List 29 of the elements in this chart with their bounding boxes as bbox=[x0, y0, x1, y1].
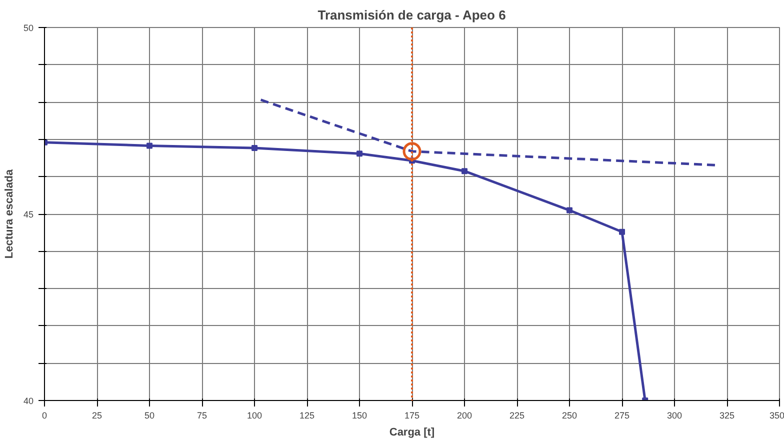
point bbox=[566, 207, 572, 214]
y-tick-label: 45 bbox=[23, 210, 34, 220]
x-tick-label: 150 bbox=[352, 410, 368, 420]
x-tick-label: 75 bbox=[196, 410, 208, 420]
x-tick-label: 50 bbox=[144, 410, 155, 420]
chart-title: Transmisión de carga - Apeo 6 bbox=[318, 8, 506, 22]
point bbox=[356, 150, 362, 157]
x-tick-label: 25 bbox=[92, 410, 102, 420]
y-tick-label: 50 bbox=[23, 23, 34, 33]
x-tick-label: 300 bbox=[666, 410, 682, 420]
x-tick-label: 275 bbox=[614, 410, 630, 420]
line-series bbox=[44, 139, 648, 400]
x-tick-label: 0 bbox=[42, 410, 48, 420]
x-tick-label: 175 bbox=[404, 410, 420, 420]
x-tick-label: 200 bbox=[456, 410, 472, 420]
point bbox=[146, 142, 152, 149]
point bbox=[252, 144, 258, 151]
x-tick-label: 325 bbox=[719, 410, 735, 420]
point bbox=[619, 228, 625, 235]
x-tick-label: 225 bbox=[509, 410, 525, 420]
point bbox=[462, 168, 468, 174]
x-axis-title: Carga [t] bbox=[389, 426, 435, 438]
y-axis-title: Lectura escalada bbox=[3, 168, 16, 259]
x-tick-label: 350 bbox=[769, 410, 784, 420]
x-tick-label: 100 bbox=[246, 410, 262, 420]
x-tick-label: 250 bbox=[562, 410, 578, 420]
point bbox=[402, 142, 422, 161]
x-tick-label: 125 bbox=[299, 410, 315, 420]
y-tick-label: 40 bbox=[23, 396, 34, 406]
